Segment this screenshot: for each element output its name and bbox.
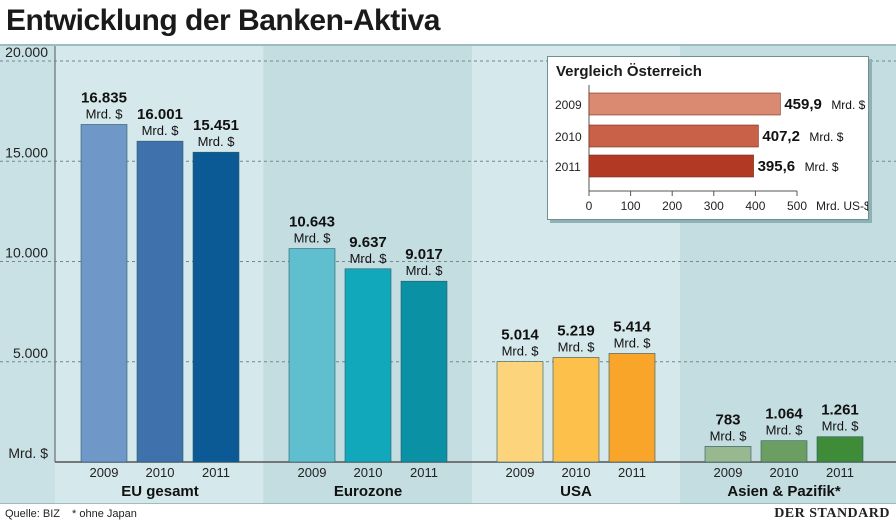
inset-x-tick-label: 0: [586, 199, 593, 213]
inset-x-tick-label: 300: [704, 199, 724, 213]
inset-bar-unit-label: Mrd. $: [831, 98, 865, 112]
bar-value-label: 5.014: [501, 326, 539, 343]
x-tick-label: 2009: [90, 465, 119, 480]
bar-unit-label: Mrd. $: [294, 231, 332, 246]
x-tick-label: 2010: [770, 465, 799, 480]
bar-value-label: 5.219: [557, 322, 595, 339]
bar: [816, 436, 864, 463]
y-axis-unit: Mrd. $: [8, 445, 48, 461]
group-label: EU gesamt: [121, 483, 199, 500]
inset-bar-value-label: 407,2: [762, 128, 800, 145]
bar-unit-label: Mrd. $: [614, 335, 652, 350]
bar: [496, 361, 544, 463]
x-tick-label: 2010: [146, 465, 175, 480]
bar-unit-label: Mrd. $: [86, 106, 124, 121]
bar-value-label: 9.017: [405, 246, 443, 263]
y-axis-strip: [0, 46, 55, 503]
x-tick-label: 2011: [410, 465, 438, 480]
bar-unit-label: Mrd. $: [198, 134, 236, 149]
bar-unit-label: Mrd. $: [766, 423, 804, 438]
inset-bar-unit-label: Mrd. $: [805, 160, 839, 174]
bar-value-label: 15.451: [193, 117, 239, 134]
inset-bar: [588, 154, 754, 178]
inset-x-tick-label: 200: [662, 199, 682, 213]
x-tick-label: 2009: [298, 465, 327, 480]
austria-comparison-inset: 0 100 200 300 400 500 Mrd. US-$ 2009 459,9 Mrd. $…: [547, 56, 869, 220]
bar-unit-label: Mrd. $: [142, 123, 180, 138]
group-label: USA: [560, 483, 592, 500]
bar-value-label: 1.064: [765, 406, 803, 423]
inset-x-tick-label: 400: [745, 199, 765, 213]
bar-value-label: 10.643: [289, 214, 335, 231]
y-tick-label: 10.000: [5, 245, 48, 261]
inset-bar: [588, 124, 759, 148]
inset-bar-unit-label: Mrd. $: [809, 130, 843, 144]
inset-title: Vergleich Österreich: [556, 63, 702, 80]
x-tick-label: 2010: [562, 465, 591, 480]
inset-x-axis-unit: Mrd. US-$: [816, 199, 868, 213]
inset-x-tick-label: 100: [621, 199, 641, 213]
bar: [288, 248, 336, 463]
bar: [80, 124, 128, 463]
source-note: Quelle: BIZ: [5, 508, 61, 520]
bar: [400, 280, 448, 463]
chart-title: Entwicklung der Banken-Aktiva: [6, 4, 440, 37]
bar-value-label: 1.261: [821, 402, 859, 419]
bar-unit-label: Mrd. $: [350, 251, 388, 266]
bar: [552, 357, 600, 463]
bar-unit-label: Mrd. $: [822, 419, 860, 434]
austria-chart: 0 100 200 300 400 500 Mrd. US-$ 2009 459,9 Mrd. $…: [555, 85, 868, 213]
footnote: * ohne Japan: [72, 508, 137, 520]
y-tick-label: 15.000: [5, 144, 48, 160]
bar: [608, 353, 656, 463]
bar-unit-label: Mrd. $: [406, 263, 444, 278]
inset-bar: [588, 92, 781, 116]
bar: [136, 140, 184, 463]
x-tick-label: 2010: [354, 465, 383, 480]
group-label: Asien & Pazifik*: [727, 483, 841, 500]
bar-unit-label: Mrd. $: [502, 343, 540, 358]
bar: [344, 268, 392, 463]
bar-value-label: 9.637: [349, 234, 387, 251]
x-tick-label: 2009: [506, 465, 535, 480]
bar: [192, 151, 240, 463]
inset-bar-value-label: 395,6: [758, 158, 796, 175]
inset-category-label: 2011: [555, 160, 581, 174]
title-bar: Entwicklung der Banken-Aktiva: [0, 0, 896, 46]
group-label: Eurozone: [334, 483, 402, 500]
y-tick-label: 20.000: [5, 46, 48, 60]
inset-category-label: 2009: [555, 98, 582, 112]
brand-logo: DER STANDARD: [774, 506, 890, 521]
bar: [704, 446, 752, 463]
bar-value-label: 783: [715, 411, 740, 428]
footer: Quelle: BIZ * ohne Japan DER STANDARD: [0, 503, 896, 524]
bar-value-label: 16.001: [137, 106, 183, 123]
bar: [760, 440, 808, 463]
bar-value-label: 16.835: [81, 89, 127, 106]
x-tick-label: 2011: [202, 465, 230, 480]
x-tick-label: 2009: [714, 465, 743, 480]
x-tick-label: 2011: [826, 465, 854, 480]
inset-category-label: 2010: [555, 130, 582, 144]
inset-x-tick-label: 500: [787, 199, 807, 213]
bar-unit-label: Mrd. $: [710, 428, 748, 443]
bar-unit-label: Mrd. $: [558, 339, 596, 354]
inset-bar-value-label: 459,9: [784, 96, 822, 113]
y-tick-label: 5.000: [13, 345, 48, 361]
bar-value-label: 5.414: [613, 318, 651, 335]
x-tick-label: 2011: [618, 465, 646, 480]
